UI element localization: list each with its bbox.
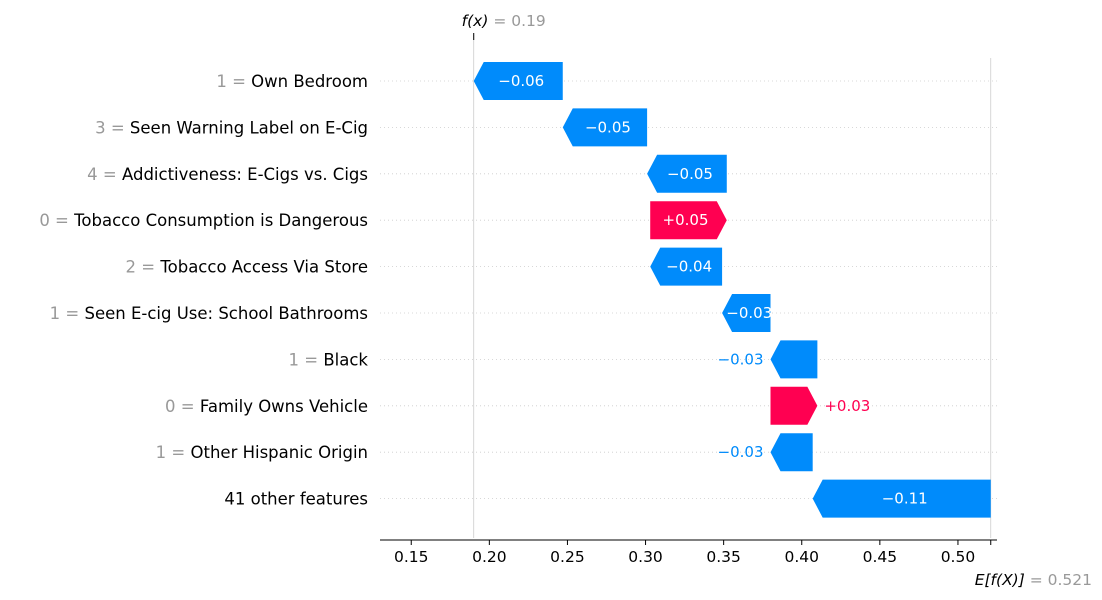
feature-name: Own Bedroom xyxy=(251,72,368,91)
x-tick-label: 0.40 xyxy=(784,548,819,566)
feature-value: 1 = xyxy=(216,72,251,91)
positive-contribution-bar xyxy=(770,386,818,425)
bar-value-label: +0.05 xyxy=(663,211,709,229)
bar-value-label: −0.11 xyxy=(882,490,928,508)
positive-contribution-bar xyxy=(650,201,727,240)
feature-value: 1 = xyxy=(289,350,324,369)
feature-value: 0 = xyxy=(165,397,200,416)
fx-value: = 0.19 xyxy=(488,12,545,30)
bar-value-label: −0.06 xyxy=(498,72,544,90)
feature-label: 3 = Seen Warning Label on E-Cig xyxy=(95,118,368,137)
feature-label: 1 = Seen E-cig Use: School Bathrooms xyxy=(50,304,368,323)
bar-value-label: −0.05 xyxy=(585,118,631,136)
feature-name: 41 other features xyxy=(224,490,368,509)
negative-contribution-bar xyxy=(473,62,563,100)
feature-label: 0 = Family Owns Vehicle xyxy=(165,397,368,416)
bar-value-label: −0.04 xyxy=(666,258,712,276)
bar-value-label: −0.03 xyxy=(726,304,772,322)
efx-annotation: E[f(X)] = 0.521 xyxy=(975,571,1092,589)
efx-symbol: E[f(X)] xyxy=(975,571,1025,589)
bar-value-label: −0.05 xyxy=(667,165,713,183)
feature-label: 41 other features xyxy=(224,490,368,509)
feature-label: 1 = Other Hispanic Origin xyxy=(156,443,368,462)
negative-contribution-bar xyxy=(722,294,771,332)
bar-value-label: +0.03 xyxy=(824,397,870,415)
feature-value: 3 = xyxy=(95,118,130,137)
feature-name: Seen Warning Label on E-Cig xyxy=(130,118,368,137)
negative-contribution-bar xyxy=(770,340,818,379)
feature-label: 1 = Black xyxy=(289,350,369,369)
feature-value: 4 = xyxy=(87,165,122,184)
x-tick-label: 0.20 xyxy=(472,548,507,566)
feature-label: 2 = Tobacco Access Via Store xyxy=(126,258,368,277)
x-tick-label: 0.45 xyxy=(863,548,898,566)
feature-name: Tobacco Access Via Store xyxy=(159,258,368,277)
feature-name: Other Hispanic Origin xyxy=(191,443,369,462)
x-tick-label: 0.25 xyxy=(550,548,585,566)
feature-value: 1 = xyxy=(50,304,85,323)
feature-name: Tobacco Consumption is Dangerous xyxy=(73,211,368,230)
bar-value-label: −0.03 xyxy=(718,350,764,368)
x-tick-label: 0.30 xyxy=(628,548,663,566)
fx-annotation: f(x) = 0.19 xyxy=(462,12,546,30)
negative-contribution-bar xyxy=(812,479,991,518)
bar-value-label: −0.03 xyxy=(718,443,764,461)
feature-label: 4 = Addictiveness: E-Cigs vs. Cigs xyxy=(87,165,368,184)
x-tick-label: 0.15 xyxy=(394,548,429,566)
feature-name: Black xyxy=(323,350,368,369)
negative-contribution-bar xyxy=(647,154,727,193)
fx-symbol: f(x) xyxy=(462,12,489,30)
feature-name: Addictiveness: E-Cigs vs. Cigs xyxy=(122,165,368,184)
feature-value: 2 = xyxy=(126,258,161,277)
efx-value: = 0.521 xyxy=(1025,571,1092,589)
x-tick-label: 0.35 xyxy=(706,548,741,566)
feature-name: Family Owns Vehicle xyxy=(200,397,368,416)
feature-name: Seen E-cig Use: School Bathrooms xyxy=(84,304,368,323)
feature-label: 0 = Tobacco Consumption is Dangerous xyxy=(39,211,368,230)
x-tick-label: 0.50 xyxy=(941,548,976,566)
feature-label: 1 = Own Bedroom xyxy=(216,72,368,91)
feature-value: 0 = xyxy=(39,211,74,230)
negative-contribution-bar xyxy=(650,247,723,286)
negative-contribution-bar xyxy=(562,108,648,147)
negative-contribution-bar xyxy=(770,433,813,472)
feature-value: 1 = xyxy=(156,443,191,462)
